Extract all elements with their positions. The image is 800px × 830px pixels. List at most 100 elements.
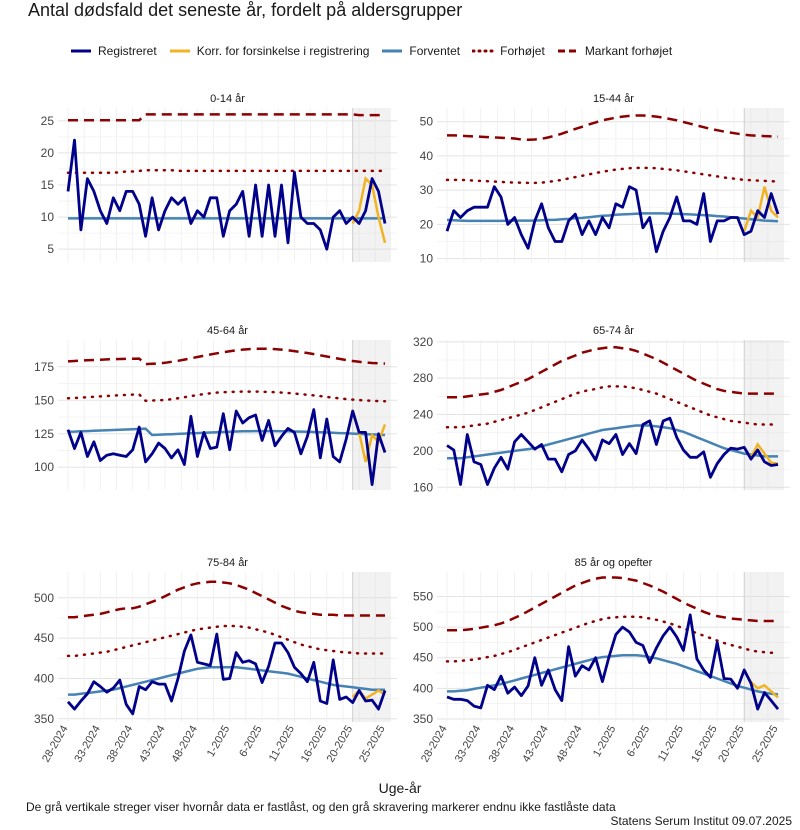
x-tick-label: 6-2025 bbox=[237, 724, 265, 760]
legend-item: Korr. for forsinkelse i registrering bbox=[169, 44, 370, 58]
legend-item: Forhøjet bbox=[472, 44, 545, 58]
y-tick-label: 50 bbox=[420, 115, 434, 129]
x-tick-label: 38-2024 bbox=[105, 724, 136, 765]
series-markant-forhoejet bbox=[447, 114, 779, 142]
series-markant-forhoejet bbox=[447, 346, 778, 399]
series-registreret bbox=[66, 408, 387, 486]
chart-panels: 0-14 år 5 10 15 20 25 15-44 år 10 20 30 40 50 45-64 … bbox=[34, 93, 790, 764]
y-tick-label: 30 bbox=[420, 183, 434, 197]
panel: 75-84 år 350 400 450 500 28-2024 33-2024 38-202… bbox=[34, 557, 397, 764]
y-tick-label: 10 bbox=[420, 252, 434, 266]
legend-item: Forventet bbox=[381, 44, 460, 58]
legend-label: Markant forhøjet bbox=[584, 44, 673, 58]
series-markant-forhoejet bbox=[67, 347, 386, 366]
x-tick-label: 43-2024 bbox=[520, 724, 551, 765]
series-registreret bbox=[66, 632, 387, 716]
legend-swatch bbox=[382, 49, 403, 53]
series-forhoejet bbox=[66, 624, 387, 658]
series-forhoejet bbox=[445, 385, 780, 429]
series-korrigeret bbox=[743, 186, 779, 232]
y-tick-label: 280 bbox=[413, 371, 433, 385]
not-final-shading bbox=[352, 340, 391, 490]
x-tick-label: 11-2025 bbox=[267, 724, 297, 764]
x-tick-label: 33-2024 bbox=[453, 724, 484, 765]
x-tick-label: 11-2025 bbox=[656, 724, 686, 764]
y-tick-label: 40 bbox=[420, 149, 434, 163]
x-tick-label: 48-2024 bbox=[554, 724, 585, 765]
series-forventet bbox=[447, 654, 779, 696]
y-tick-label: 450 bbox=[34, 631, 54, 645]
y-tick-label: 240 bbox=[413, 408, 433, 422]
series-markant-forhoejet bbox=[68, 113, 385, 122]
x-tick-label: 6-2025 bbox=[625, 724, 653, 760]
series-registreret bbox=[66, 138, 387, 251]
legend-label: Forventet bbox=[409, 44, 461, 58]
y-tick-label: 400 bbox=[413, 681, 433, 695]
series-registreret bbox=[446, 613, 780, 711]
panel-title: 15-44 år bbox=[593, 93, 634, 105]
y-tick-label: 400 bbox=[34, 671, 54, 685]
panel-title: 65-74 år bbox=[593, 325, 634, 337]
not-final-shading bbox=[744, 340, 784, 490]
legend-swatch bbox=[169, 49, 190, 53]
legend-swatch bbox=[472, 49, 495, 53]
legend-swatch bbox=[557, 49, 578, 53]
panel: 45-64 år 100 125 150 175 bbox=[34, 325, 397, 490]
chart-title: Antal dødsfald det seneste år, fordelt p… bbox=[28, 0, 463, 20]
x-tick-label: 43-2024 bbox=[137, 724, 168, 765]
y-tick-label: 550 bbox=[413, 589, 433, 603]
y-tick-label: 450 bbox=[413, 651, 433, 665]
legend: Registreret Korr. for forsinkelse i regis… bbox=[70, 42, 684, 60]
y-tick-label: 350 bbox=[413, 712, 433, 726]
y-tick-label: 100 bbox=[34, 460, 54, 474]
y-tick-label: 25 bbox=[41, 114, 55, 128]
x-tick-label: 1-2025 bbox=[591, 724, 619, 760]
legend-label: Forhøjet bbox=[500, 44, 545, 58]
legend-swatch bbox=[71, 49, 91, 53]
x-axis-label: Uge-år bbox=[378, 780, 422, 796]
y-tick-label: 15 bbox=[41, 178, 55, 192]
credit: Statens Serum Institut 09.07.2025 bbox=[610, 814, 792, 828]
legend-item: Markant forhøjet bbox=[557, 44, 672, 58]
y-tick-label: 500 bbox=[34, 591, 54, 605]
series-korrigeret bbox=[351, 176, 387, 244]
y-tick-label: 500 bbox=[413, 620, 433, 634]
y-tick-label: 20 bbox=[420, 217, 434, 231]
not-final-shading bbox=[744, 572, 784, 722]
x-tick-label: 25-2025 bbox=[750, 724, 781, 765]
panel-title: 85 år og opefter bbox=[575, 557, 653, 569]
panel-title: 0-14 år bbox=[210, 93, 245, 105]
series-registreret bbox=[445, 185, 780, 254]
panel: 85 år og opefter 350 400 450 500 550 28-2024 33… bbox=[413, 557, 790, 764]
x-tick-label: 20-2025 bbox=[716, 724, 747, 765]
series-forhoejet bbox=[66, 168, 387, 175]
series-registreret bbox=[446, 416, 779, 486]
series-markant-forhoejet bbox=[447, 576, 778, 632]
legend-label: Korr. for forsinkelse i registrering bbox=[196, 44, 370, 58]
y-tick-label: 20 bbox=[41, 146, 55, 160]
y-tick-label: 125 bbox=[34, 427, 54, 441]
y-tick-label: 10 bbox=[41, 210, 55, 224]
x-tick-label: 38-2024 bbox=[487, 724, 518, 765]
panel: 0-14 år 5 10 15 20 25 bbox=[41, 93, 397, 262]
y-tick-label: 5 bbox=[47, 242, 54, 256]
series-markant-forhoejet bbox=[68, 580, 385, 619]
y-tick-label: 160 bbox=[413, 480, 433, 494]
y-tick-label: 350 bbox=[34, 712, 54, 726]
legend-label: Registreret bbox=[98, 44, 157, 58]
x-tick-label: 33-2024 bbox=[72, 724, 103, 765]
not-final-shading bbox=[352, 572, 391, 722]
panel: 15-44 år 10 20 30 40 50 bbox=[420, 93, 790, 266]
y-tick-label: 320 bbox=[413, 335, 433, 349]
panel-title: 75-84 år bbox=[207, 557, 248, 569]
y-tick-label: 150 bbox=[34, 393, 54, 407]
series-forhoejet bbox=[445, 166, 780, 185]
panel: 65-74 år 160 200 240 280 320 bbox=[413, 325, 790, 494]
not-final-shading bbox=[744, 108, 784, 262]
footnote: De grå vertikale streger viser hvornår d… bbox=[26, 800, 616, 814]
x-tick-label: 28-2024 bbox=[419, 724, 450, 765]
series-forhoejet bbox=[445, 615, 780, 663]
series-forhoejet bbox=[66, 390, 387, 403]
x-tick-label: 25-2025 bbox=[357, 724, 388, 765]
x-tick-label: 28-2024 bbox=[40, 724, 71, 765]
